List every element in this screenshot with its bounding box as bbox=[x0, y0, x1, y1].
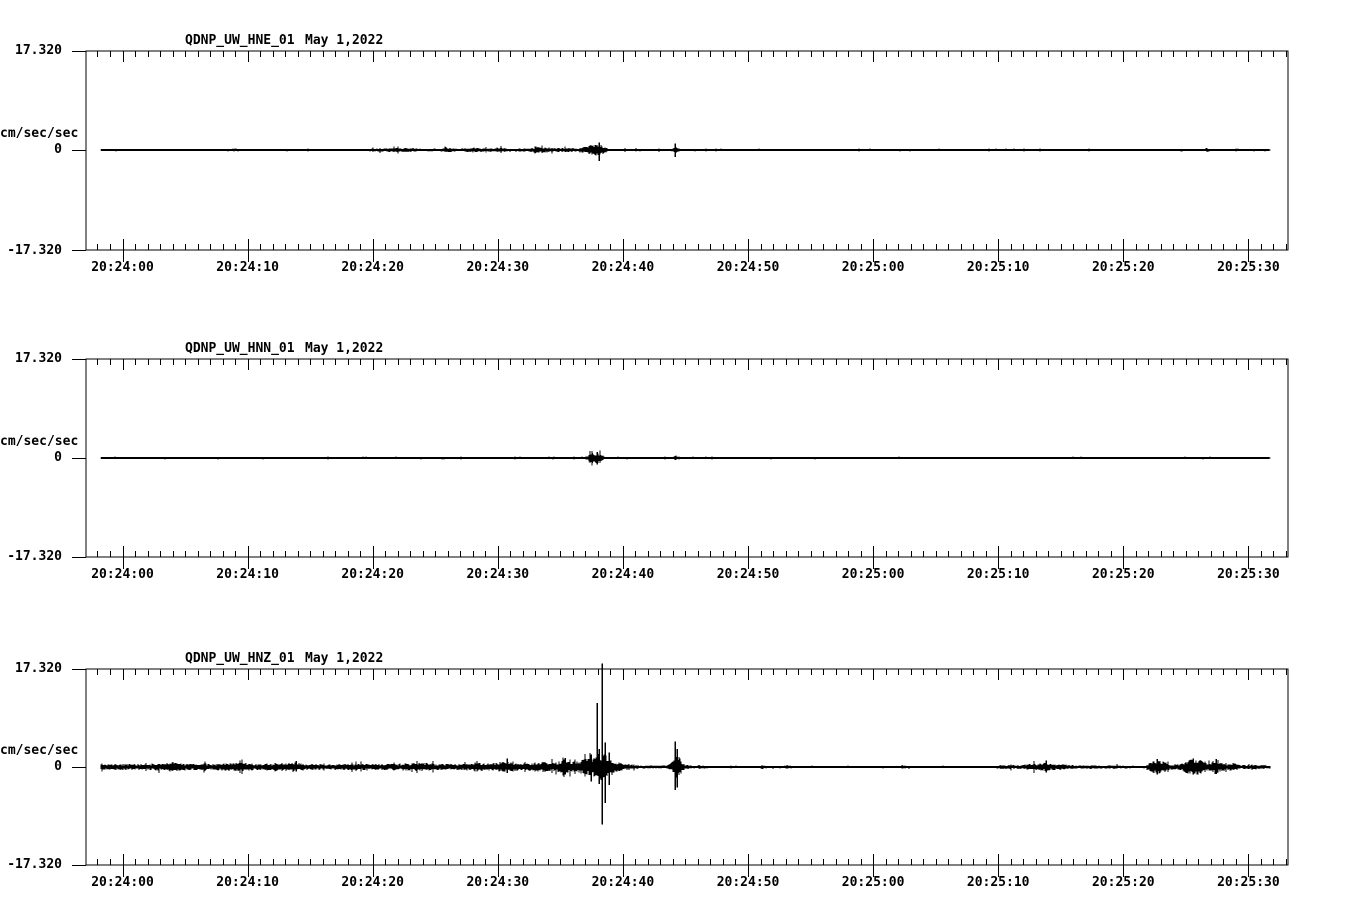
chart-graphic bbox=[594, 142, 676, 161]
x-tick-label: 20:25:10 bbox=[966, 875, 1030, 890]
chart-title-station: QDNP_UW_HNE_01 bbox=[185, 33, 295, 48]
x-tick-label: 20:24:10 bbox=[216, 567, 279, 582]
x-tick-label: 20:24:40 bbox=[591, 567, 655, 582]
y-axis-min-label: -17.320 bbox=[7, 857, 62, 872]
x-tick-label: 20:24:20 bbox=[341, 567, 404, 582]
x-tick-label: 20:25:00 bbox=[841, 260, 905, 275]
chart-graphic bbox=[72, 359, 1287, 569]
x-tick-label: 20:24:20 bbox=[341, 260, 404, 275]
y-axis-zero-label: 0 bbox=[54, 142, 62, 157]
y-axis-unit-label: cm/sec/sec bbox=[0, 434, 79, 449]
y-axis-max-label: 17.320 bbox=[15, 661, 62, 676]
x-tick-label: 20:24:10 bbox=[216, 875, 279, 890]
chart-graphic bbox=[100, 752, 1271, 780]
x-tick-label: 20:24:30 bbox=[466, 875, 530, 890]
x-tick-label: 20:25:00 bbox=[841, 567, 905, 582]
chart-graphic bbox=[85, 668, 1289, 866]
chart-title-station: QDNP_UW_HNZ_01 bbox=[185, 651, 295, 666]
x-tick-label: 20:25:20 bbox=[1091, 567, 1155, 582]
x-tick-label: 20:24:40 bbox=[591, 260, 655, 275]
x-tick-label: 20:24:30 bbox=[466, 260, 530, 275]
chart-graphic bbox=[72, 669, 1287, 877]
x-tick-label: 20:24:00 bbox=[91, 260, 154, 275]
x-tick-label: 20:25:10 bbox=[966, 260, 1030, 275]
x-tick-label: 20:24:00 bbox=[91, 567, 154, 582]
x-tick-label: 20:24:30 bbox=[466, 567, 530, 582]
x-tick-label: 20:24:50 bbox=[716, 875, 780, 890]
y-axis-min-label: -17.320 bbox=[7, 243, 62, 258]
x-tick-label: 20:24:50 bbox=[716, 260, 780, 275]
x-tick-label: 20:25:20 bbox=[1091, 260, 1155, 275]
chart-graphic bbox=[100, 450, 1271, 466]
chart-graphic bbox=[72, 51, 1287, 262]
y-axis-zero-label: 0 bbox=[54, 450, 62, 465]
x-tick-label: 20:25:30 bbox=[1217, 567, 1280, 582]
y-axis-unit-label: cm/sec/sec bbox=[0, 126, 79, 141]
chart-title-date: May 1,2022 bbox=[305, 651, 384, 666]
y-axis-min-label: -17.320 bbox=[7, 549, 62, 564]
chart-graphic bbox=[295, 663, 1217, 825]
chart-title-date: May 1,2022 bbox=[305, 33, 384, 48]
chart-graphic bbox=[591, 452, 601, 465]
chart-graphic bbox=[85, 50, 1289, 251]
x-tick-label: 20:25:30 bbox=[1217, 875, 1280, 890]
x-tick-label: 20:25:20 bbox=[1091, 875, 1155, 890]
chart-title-date: May 1,2022 bbox=[305, 341, 384, 356]
chart-title-station: QDNP_UW_HNN_01 bbox=[185, 341, 295, 356]
x-tick-label: 20:24:40 bbox=[591, 875, 655, 890]
x-tick-label: 20:24:00 bbox=[91, 875, 154, 890]
x-tick-label: 20:24:50 bbox=[716, 567, 780, 582]
x-tick-label: 20:25:00 bbox=[841, 875, 905, 890]
x-tick-label: 20:25:10 bbox=[966, 567, 1030, 582]
x-tick-label: 20:25:30 bbox=[1217, 260, 1280, 275]
y-axis-unit-label: cm/sec/sec bbox=[0, 743, 79, 758]
x-tick-label: 20:24:10 bbox=[216, 260, 279, 275]
chart-graphic bbox=[85, 358, 1289, 558]
x-tick-label: 20:24:20 bbox=[341, 875, 404, 890]
chart-graphic bbox=[100, 144, 1271, 156]
y-axis-max-label: 17.320 bbox=[15, 351, 62, 366]
y-axis-max-label: 17.320 bbox=[15, 43, 62, 58]
y-axis-zero-label: 0 bbox=[54, 759, 62, 774]
